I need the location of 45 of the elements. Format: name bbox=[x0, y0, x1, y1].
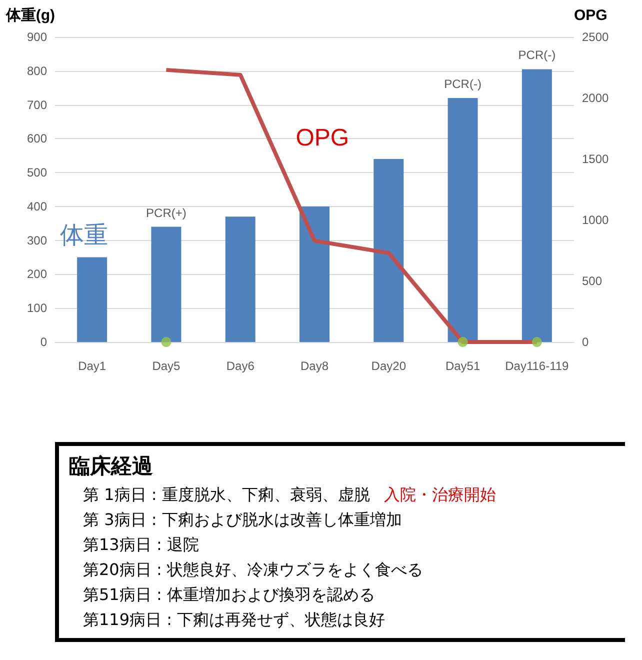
y-tick-label: 900 bbox=[26, 30, 48, 44]
text: 第 3病日 : 下痢および脱水は改善し体重増加 bbox=[83, 509, 403, 531]
y2-axis-title: OPG bbox=[574, 7, 608, 24]
series-label: OPG bbox=[296, 124, 350, 152]
y2-tick-label: 2000 bbox=[582, 91, 610, 105]
y2-tick-label: 2500 bbox=[582, 30, 610, 44]
text: 臨床経過 bbox=[69, 453, 154, 480]
y2-tick-label: 1000 bbox=[582, 213, 610, 227]
text: 第 1病日 : 重度脱水、下痢、衰弱、虚脱 bbox=[83, 485, 370, 504]
y-tick-label: 200 bbox=[26, 267, 48, 282]
y-tick-label: 100 bbox=[26, 301, 48, 316]
x-tick-label: Day51 bbox=[445, 359, 480, 373]
text: 第119病日 : 下痢は再発せず、状態は良好 bbox=[83, 609, 386, 631]
annotation: PCR(-) bbox=[444, 77, 482, 91]
x-tick-label: Day1 bbox=[78, 359, 106, 373]
bar bbox=[374, 159, 404, 342]
x-tick-label: Day5 bbox=[152, 359, 181, 373]
x-tick-label: Day116-119 bbox=[505, 359, 570, 373]
y-tick-label: 800 bbox=[26, 64, 48, 78]
bar bbox=[448, 98, 478, 342]
bar bbox=[300, 206, 330, 342]
y2-tick-label: 1500 bbox=[582, 152, 610, 166]
bar bbox=[77, 257, 108, 342]
annotation: PCR(-) bbox=[518, 48, 556, 62]
y-tick-label: 0 bbox=[40, 335, 48, 349]
text: 第51病日 : 体重増加および換羽を認める bbox=[83, 584, 376, 606]
bar bbox=[225, 216, 256, 342]
annotation: PCR(+) bbox=[146, 206, 186, 220]
y-tick-label: 700 bbox=[26, 98, 48, 112]
y-tick-label: 500 bbox=[26, 166, 48, 180]
y2-tick-label: 500 bbox=[582, 274, 602, 288]
text: 第20病日 : 状態良好、冷凍ウズラをよく食べる bbox=[83, 559, 424, 581]
series-label: 体重 bbox=[60, 222, 108, 249]
y-axis-title: 体重(g) bbox=[4, 7, 55, 24]
y-tick-label: 600 bbox=[26, 132, 48, 146]
bar bbox=[522, 69, 552, 342]
y2-tick-label: 0 bbox=[582, 335, 589, 349]
text: 入院・治療開始 bbox=[384, 485, 496, 504]
x-tick-label: Day6 bbox=[226, 359, 255, 373]
x-tick-label: Day20 bbox=[371, 359, 406, 373]
y-tick-label: 400 bbox=[26, 199, 48, 214]
y-tick-label: 300 bbox=[26, 233, 48, 248]
text: 第13病日 : 退院 bbox=[83, 534, 200, 556]
x-tick-label: Day8 bbox=[300, 359, 329, 373]
bar bbox=[151, 226, 182, 342]
